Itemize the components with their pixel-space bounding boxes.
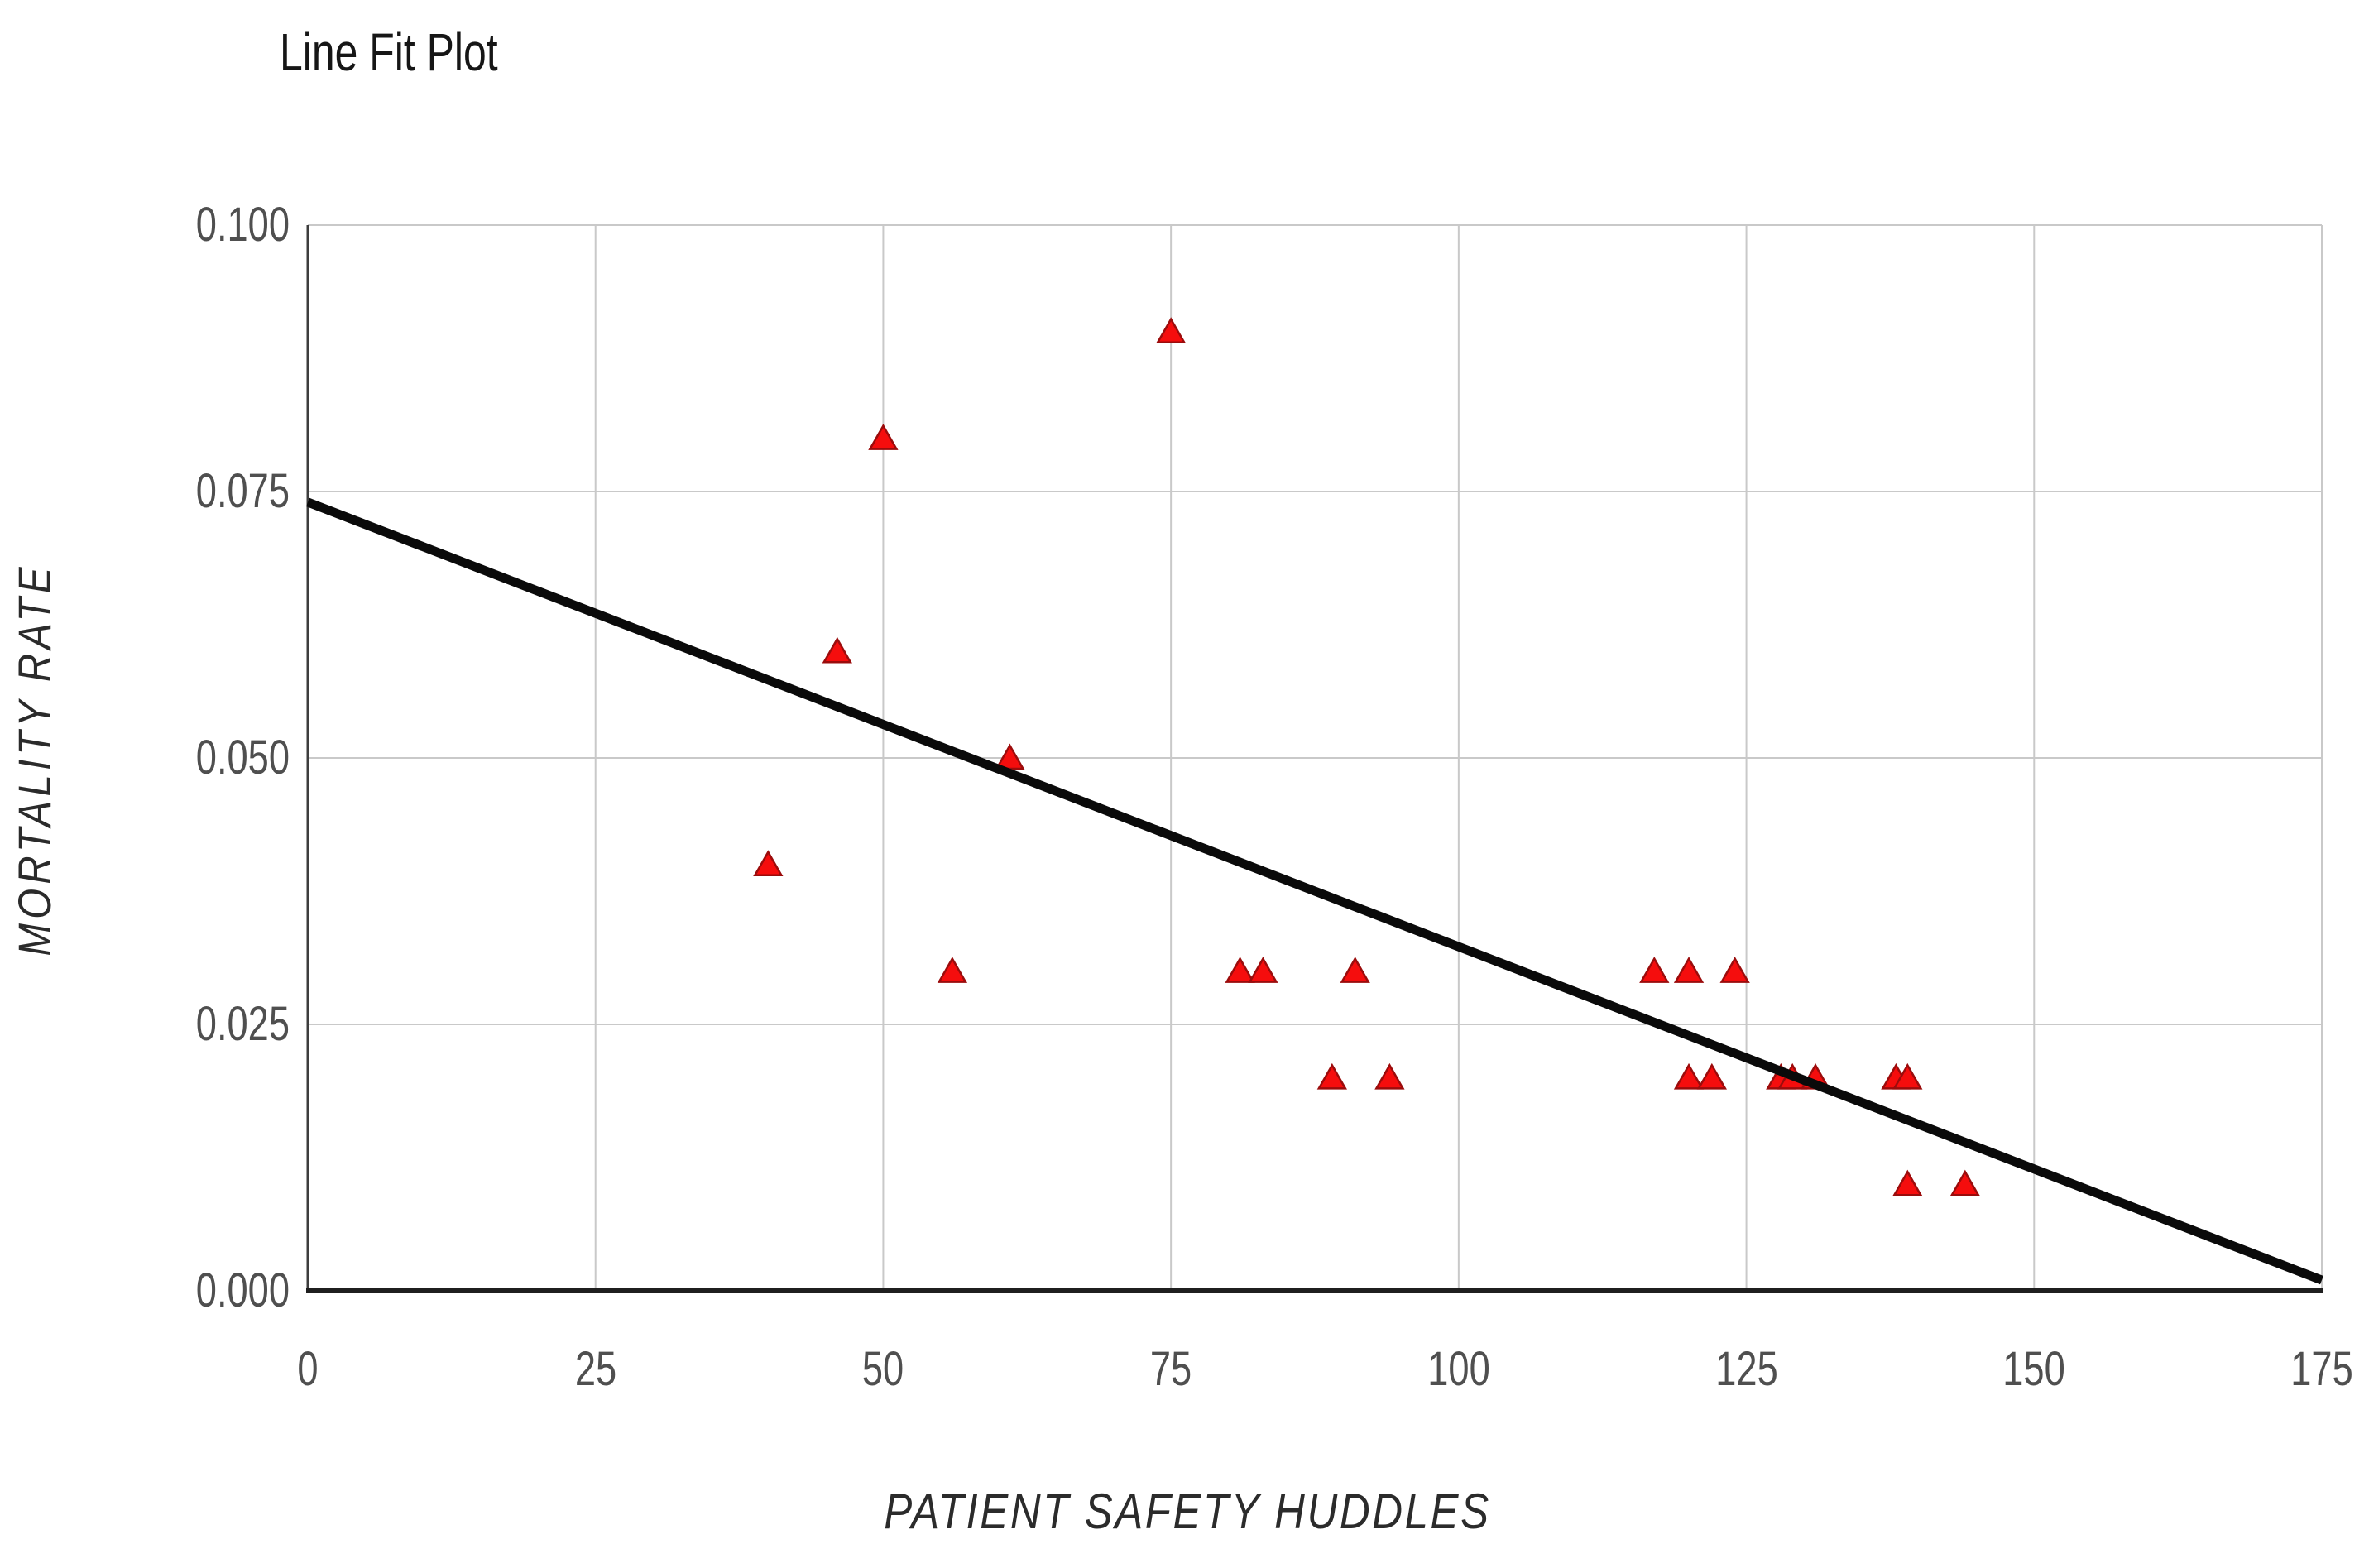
data-point-triangle — [1248, 957, 1278, 983]
x-tick-label: 0 — [297, 1342, 319, 1396]
y-tick-label: 0.050 — [195, 731, 290, 784]
data-point-triangle — [937, 957, 968, 983]
data-point-triangle — [1892, 1062, 1923, 1090]
data-point-triangle — [1639, 957, 1670, 983]
data-point-triangle — [1696, 1062, 1727, 1090]
data-point-triangle — [1892, 1169, 1923, 1196]
data-point-triangle — [822, 636, 852, 664]
x-tick-label: 50 — [862, 1342, 904, 1396]
data-point-triangle — [1673, 957, 1705, 983]
data-point-triangle — [1225, 957, 1255, 983]
y-tick-label: 0.000 — [195, 1264, 290, 1317]
chart-title: Line Fit Plot — [280, 22, 498, 82]
data-point-triangle — [753, 850, 784, 877]
x-axis-title: PATIENT SAFETY HUDDLES — [884, 1484, 1491, 1539]
data-point-triangle — [1719, 957, 1750, 983]
data-point-triangle — [1949, 1169, 1980, 1196]
y-tick-label: 0.100 — [195, 198, 290, 252]
trend-line — [306, 497, 2323, 1285]
x-tick-label: 100 — [1427, 1342, 1490, 1396]
data-point-triangle — [1316, 1062, 1348, 1090]
x-tick-label: 25 — [574, 1342, 616, 1396]
x-tick-label: 175 — [2290, 1342, 2353, 1396]
x-tick-label: 125 — [1714, 1342, 1778, 1396]
x-tick-label: 150 — [2002, 1342, 2066, 1396]
y-tick-label: 0.075 — [195, 464, 290, 518]
data-point-triangle — [868, 424, 899, 450]
data-point-triangle — [1673, 1062, 1705, 1090]
data-point-triangle — [1374, 1062, 1405, 1090]
x-tick-label: 75 — [1149, 1342, 1192, 1396]
data-point-triangle — [1340, 957, 1370, 983]
data-point-triangle — [1155, 317, 1187, 344]
y-tick-label: 0.025 — [195, 997, 290, 1051]
